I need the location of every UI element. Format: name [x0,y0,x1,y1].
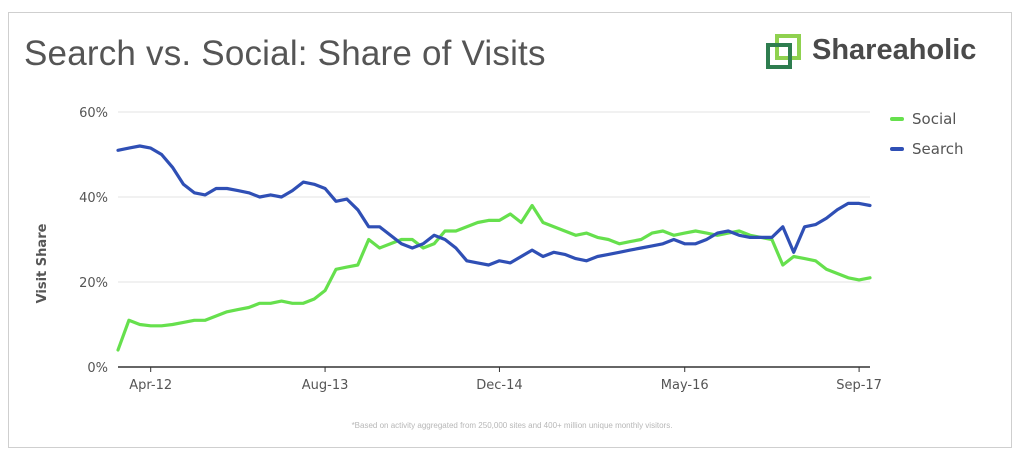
x-tick-label: May-16 [661,378,709,393]
x-tick-label: Dec-14 [476,378,522,393]
y-tick-label: 0% [87,361,108,376]
legend-label-search: Search [912,140,964,158]
chart-title: Search vs. Social: Share of Visits [24,34,546,73]
chart-legend: Social Search [890,104,964,164]
brand-name: Shareaholic [812,34,977,66]
x-tick-label: Aug-13 [302,378,349,393]
legend-item-social[interactable]: Social [890,104,964,134]
series-line-social [116,203,872,352]
shareaholic-logo-icon [766,34,801,69]
x-tick-label: Sep-17 [836,378,882,393]
y-axis-label: Visit Share [35,223,50,303]
legend-swatch-search [890,147,904,151]
series-line-search [116,144,872,267]
y-tick-label: 60% [79,106,108,121]
legend-label-social: Social [912,110,957,128]
legend-item-search[interactable]: Search [890,134,964,164]
chart-footnote: *Based on activity aggregated from 250,0… [351,421,673,430]
y-tick-label: 40% [79,191,108,206]
x-tick-label: Apr-12 [129,378,172,393]
legend-swatch-social [890,117,904,121]
y-tick-label: 20% [79,276,108,291]
chart-frame [8,12,1012,448]
